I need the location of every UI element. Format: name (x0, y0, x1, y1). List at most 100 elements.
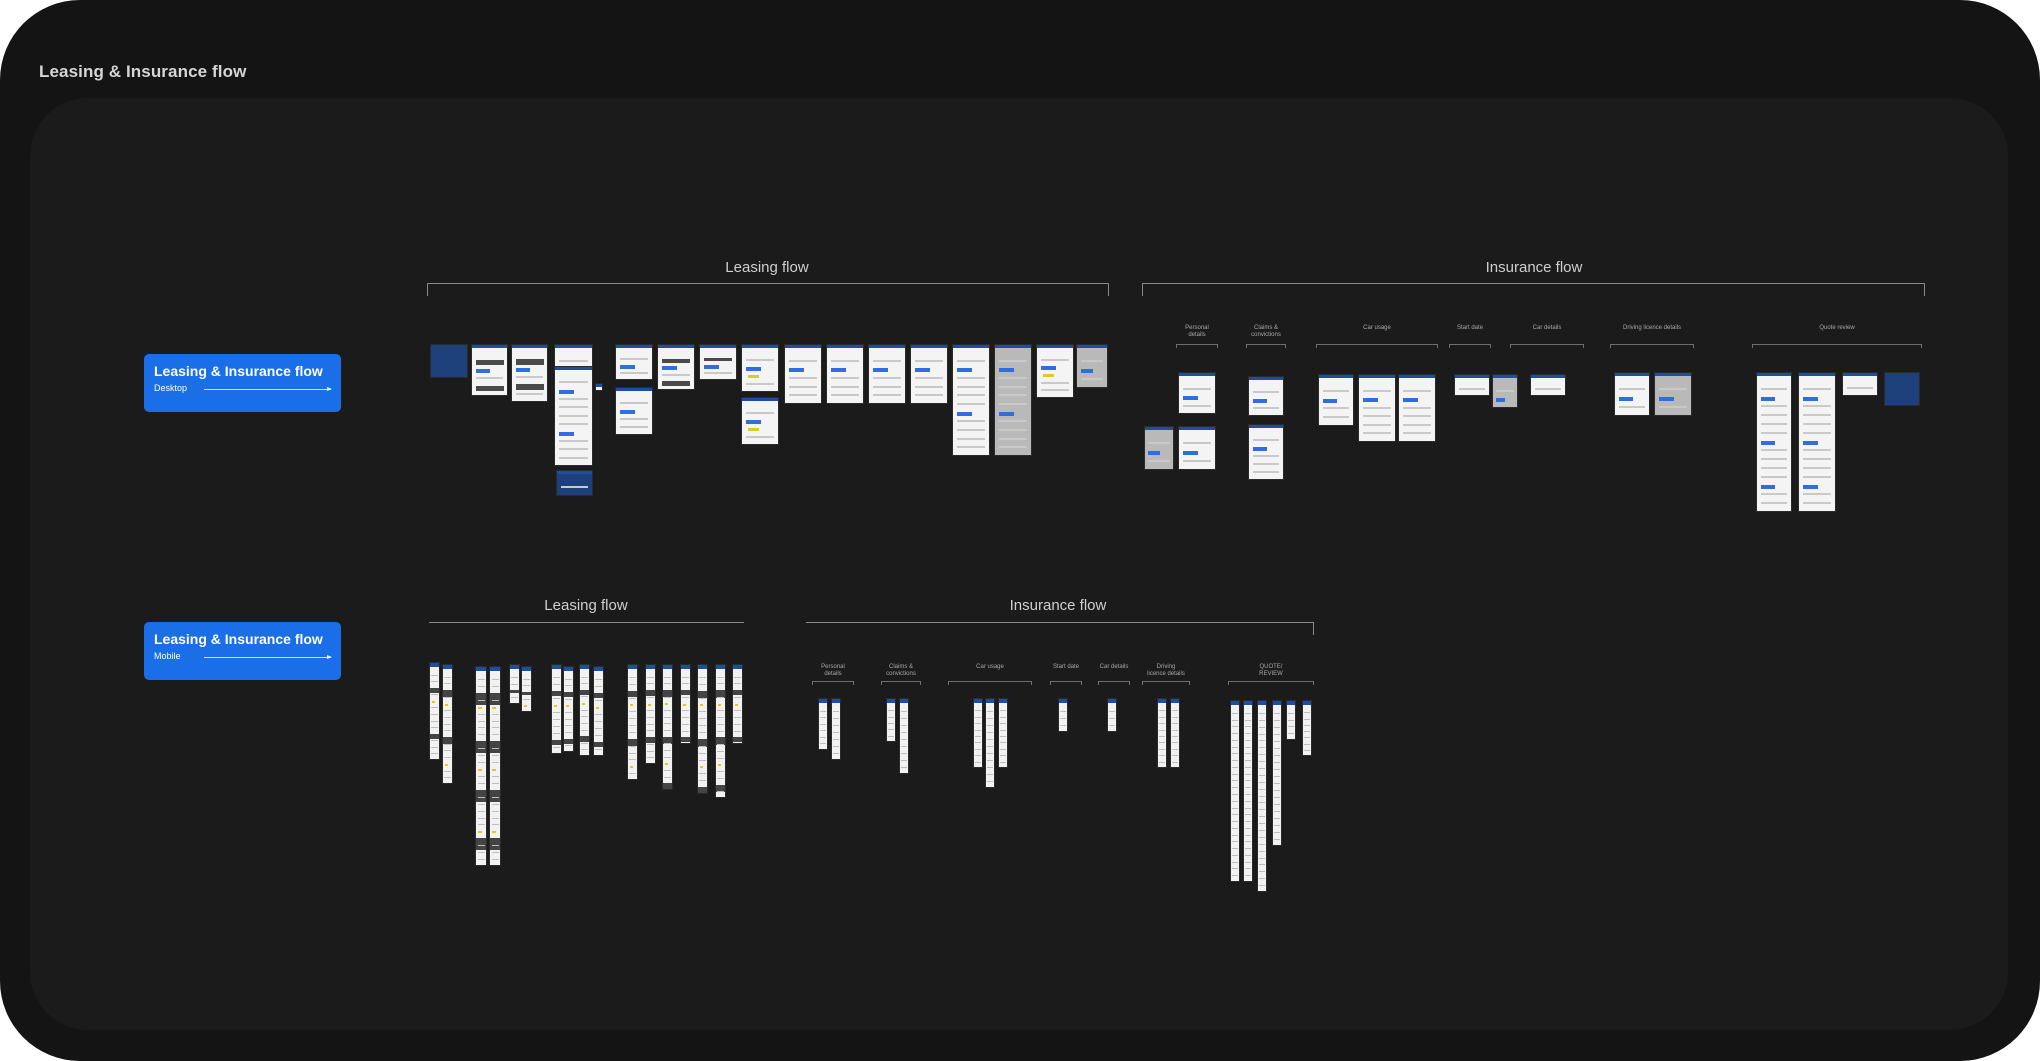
desktop-leasing-frame[interactable] (868, 344, 906, 404)
frame-content-line (515, 359, 544, 365)
desktop-insurance-frame[interactable] (1248, 376, 1284, 416)
desktop-insurance-frame[interactable] (1798, 372, 1836, 512)
desktop-leasing-frame[interactable] (1076, 344, 1108, 388)
desktop-leasing-frame[interactable] (1036, 344, 1074, 398)
mobile-leasing-frame[interactable] (732, 664, 743, 744)
frame-content-line (1274, 727, 1280, 728)
frame-content-line (699, 780, 706, 782)
desktop-insurance-frame[interactable] (1144, 426, 1174, 470)
mobile-insurance-frame[interactable] (973, 698, 983, 768)
frame-content-line (681, 737, 690, 742)
frame-content-line (443, 690, 452, 698)
desktop-leasing-frame[interactable] (784, 344, 822, 404)
frame-content-line (833, 711, 839, 712)
mobile-insurance-frame[interactable] (998, 698, 1008, 768)
mobile-insurance-frame[interactable] (1302, 700, 1312, 756)
mobile-leasing-frame[interactable] (551, 664, 562, 754)
desktop-leasing-frame[interactable] (615, 344, 653, 380)
desktop-insurance-frame[interactable] (1842, 372, 1878, 396)
desktop-insurance-frame[interactable] (1398, 374, 1436, 442)
desktop-insurance-frame[interactable] (1492, 374, 1518, 408)
mobile-insurance-frame[interactable] (1243, 700, 1253, 882)
desktop-insurance-frame[interactable] (1614, 372, 1650, 416)
desktop-insurance-frame[interactable] (1530, 374, 1566, 396)
desktop-insurance-frame[interactable] (1756, 372, 1792, 512)
mobile-leasing-frame[interactable] (475, 666, 487, 866)
mobile-insurance-frame[interactable] (899, 698, 909, 774)
desktop-leasing-frame[interactable] (657, 344, 695, 390)
mobile-leasing-frame[interactable] (715, 664, 726, 798)
frame-content-line (559, 414, 588, 417)
mobile-insurance-frame[interactable] (886, 698, 896, 742)
frame-content-line (901, 753, 907, 754)
frame-content-line (565, 685, 572, 687)
mobile-insurance-frame[interactable] (818, 698, 828, 750)
mobile-insurance-frame[interactable] (1286, 700, 1296, 740)
desktop-leasing-frame[interactable] (430, 344, 468, 378)
mobile-insurance-frame[interactable] (1257, 700, 1267, 892)
desktop-leasing-frame[interactable] (741, 344, 779, 392)
mobile-leasing-frame[interactable] (442, 664, 453, 784)
desktop-insurance-frame[interactable] (1884, 372, 1920, 406)
desktop-leasing-frame[interactable] (741, 397, 779, 445)
desktop-leasing-frame[interactable] (554, 366, 593, 466)
mobile-insurance-frame[interactable] (1230, 700, 1240, 882)
desktop-insurance-frame[interactable] (1178, 372, 1216, 414)
desktop-leasing-frame[interactable] (595, 383, 603, 391)
desktop-leasing-frame[interactable] (826, 344, 864, 404)
mobile-step-bracket (1142, 681, 1190, 685)
desktop-insurance-frame[interactable] (1654, 372, 1692, 416)
mobile-insurance-frame[interactable] (1272, 700, 1282, 846)
frame-content-line (987, 732, 993, 733)
mobile-leasing-frame[interactable] (697, 664, 708, 794)
mobile-leasing-frame[interactable] (662, 664, 673, 790)
mobile-leasing-frame[interactable] (429, 662, 440, 760)
mobile-leasing-frame[interactable] (627, 664, 638, 780)
mobile-leasing-frame[interactable] (563, 666, 574, 752)
desktop-insurance-frame[interactable] (1248, 424, 1284, 480)
frame-content-line (1109, 725, 1115, 726)
frame-content-line (581, 709, 588, 711)
frame-content-line (833, 739, 839, 740)
mobile-leasing-frame[interactable] (680, 664, 691, 744)
mobile-leasing-frame[interactable] (579, 664, 590, 756)
mobile-insurance-frame[interactable] (1058, 698, 1068, 732)
frame-content-line (831, 359, 859, 362)
desktop-insurance-frame[interactable] (1358, 374, 1396, 442)
frame-header (646, 665, 655, 669)
mobile-leasing-frame[interactable] (645, 664, 656, 764)
mobile-leasing-frame[interactable] (489, 666, 501, 866)
desktop-leasing-frame[interactable] (699, 344, 737, 380)
desktop-leasing-frame[interactable] (910, 344, 948, 404)
desktop-flow-badge[interactable]: Leasing & Insurance flow Desktop (144, 354, 341, 412)
desktop-leasing-frame[interactable] (615, 387, 653, 435)
mobile-insurance-frame[interactable] (1107, 698, 1117, 732)
desktop-leasing-frame[interactable] (471, 344, 508, 396)
frame-content-line (523, 698, 530, 700)
frame-content-line (999, 377, 1027, 379)
frame-content-line (833, 718, 839, 719)
mobile-insurance-frame[interactable] (1170, 698, 1180, 768)
frame-content-line (477, 678, 485, 680)
desktop-leasing-frame[interactable] (554, 344, 593, 370)
frame-content-line (647, 717, 654, 718)
mobile-leasing-frame[interactable] (521, 666, 532, 712)
frame-content-line (901, 711, 907, 712)
desktop-leasing-frame[interactable] (994, 344, 1032, 456)
mobile-leasing-frame[interactable] (509, 664, 520, 704)
design-canvas[interactable]: Leasing & Insurance flow Desktop Leasing… (30, 98, 2008, 1030)
desktop-insurance-frame[interactable] (1178, 426, 1216, 470)
frame-content-line (444, 683, 451, 685)
desktop-leasing-frame[interactable] (556, 470, 593, 496)
frame-content-line (1259, 836, 1265, 838)
mobile-flow-badge[interactable]: Leasing & Insurance flow Mobile (144, 622, 341, 680)
desktop-insurance-frame[interactable] (1318, 374, 1354, 426)
desktop-leasing-frame[interactable] (952, 344, 990, 456)
desktop-leasing-frame[interactable] (511, 344, 548, 402)
mobile-leasing-frame[interactable] (593, 666, 604, 756)
mobile-insurance-frame[interactable] (831, 698, 841, 760)
frame-content-line (1259, 795, 1265, 797)
mobile-insurance-frame[interactable] (985, 698, 995, 788)
desktop-insurance-frame[interactable] (1454, 374, 1490, 396)
mobile-insurance-frame[interactable] (1157, 698, 1167, 768)
